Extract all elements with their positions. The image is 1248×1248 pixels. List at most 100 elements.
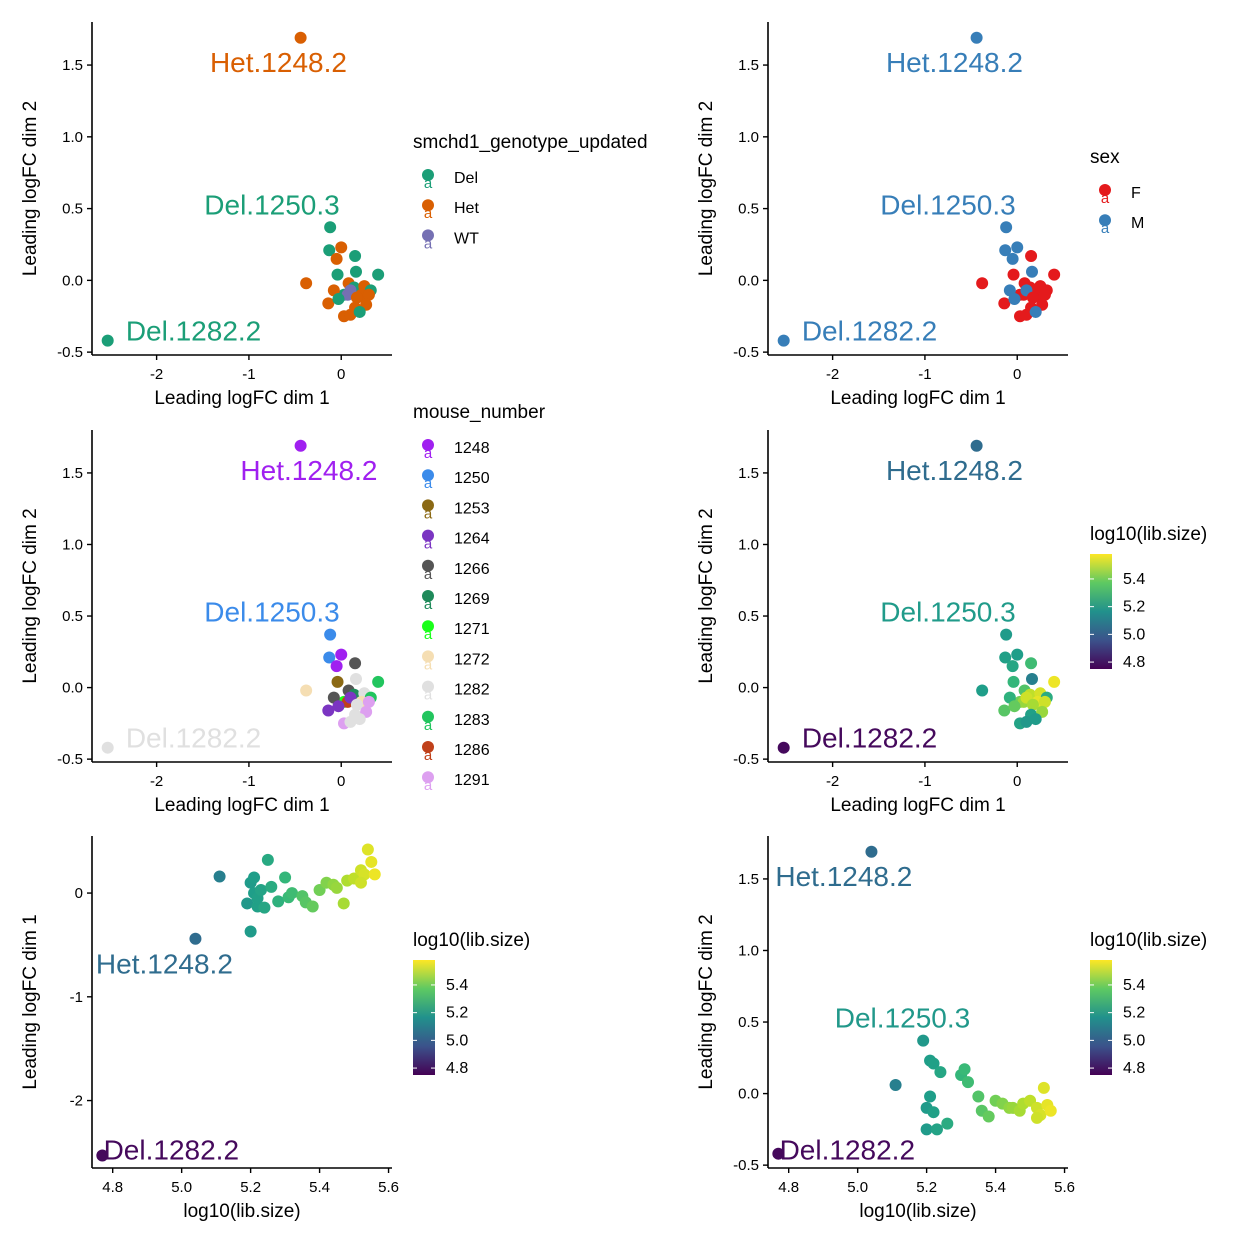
y-tick-label: -0.5	[57, 751, 83, 768]
legend-key-glyph: a	[424, 445, 433, 462]
data-point	[972, 1090, 985, 1103]
data-point	[349, 249, 362, 262]
legend-title: smchd1_genotype_updated	[413, 132, 648, 153]
data-point	[323, 651, 336, 664]
data-point	[1029, 713, 1042, 726]
data-point	[777, 334, 790, 347]
legend-key-glyph: a	[424, 475, 433, 492]
x-axis-label: log10(lib.size)	[859, 1201, 976, 1222]
data-point	[344, 308, 357, 321]
data-point	[1007, 268, 1020, 281]
legend-title: log10(lib.size)	[1090, 524, 1207, 545]
colorbar-tick-label: 4.8	[1123, 1060, 1145, 1077]
y-tick-label: 0.5	[738, 201, 759, 218]
data-point	[331, 268, 344, 281]
data-point	[306, 900, 319, 913]
data-point	[772, 1147, 785, 1160]
data-point	[330, 660, 343, 673]
legend-label: Het	[454, 200, 479, 217]
legend-key	[422, 169, 434, 181]
legend-label: 1291	[454, 772, 490, 789]
y-tick-label: 1.0	[738, 942, 759, 959]
legend-key-glyph: a	[424, 656, 433, 673]
point-label: Del.1282.2	[802, 316, 937, 347]
data-point	[927, 1057, 940, 1070]
y-tick-label: 0.0	[738, 680, 759, 697]
y-tick-label: -0.5	[733, 751, 759, 768]
data-point	[958, 1063, 971, 1076]
data-point	[248, 871, 261, 884]
data-point	[261, 853, 274, 866]
data-point	[976, 277, 989, 290]
data-point	[1006, 660, 1019, 673]
y-tick-label: 0.5	[738, 1014, 759, 1031]
data-point	[101, 334, 114, 347]
legend-key-glyph: a	[424, 566, 433, 583]
y-tick-label: 1.0	[738, 536, 759, 553]
data-point	[1000, 221, 1013, 234]
data-point	[1011, 241, 1024, 254]
data-point	[101, 741, 114, 754]
data-point	[96, 1149, 109, 1162]
data-point	[976, 684, 989, 697]
data-point	[254, 883, 267, 896]
data-point	[294, 31, 307, 44]
data-point	[962, 1076, 974, 1089]
y-tick-label: 0.0	[62, 272, 83, 289]
data-point	[322, 297, 335, 310]
x-tick-label: 0	[337, 366, 345, 383]
legend-label: 1250	[454, 470, 490, 487]
data-point	[1038, 695, 1051, 708]
data-point	[1030, 1111, 1043, 1124]
point-label: Del.1250.3	[204, 597, 339, 628]
legend-key-glyph: a	[424, 687, 433, 704]
legend-key	[422, 741, 434, 753]
colorbar	[1090, 960, 1112, 1075]
data-point	[332, 293, 345, 306]
data-point	[323, 244, 336, 257]
colorbar-tick-label: 5.2	[1123, 1005, 1145, 1022]
data-point	[1029, 305, 1042, 318]
y-axis-label: Leading logFC dim 2	[20, 101, 41, 276]
colorbar-tick-label: 5.0	[446, 1032, 468, 1049]
legend-title: sex	[1090, 147, 1120, 168]
legend-label: Del	[454, 170, 478, 187]
colorbar	[413, 960, 435, 1075]
data-point	[324, 628, 337, 641]
x-tick-label: 4.8	[778, 1179, 799, 1196]
legend-label: 1286	[454, 742, 490, 759]
data-point	[865, 845, 878, 858]
legend-key	[422, 620, 434, 633]
data-point	[930, 1123, 943, 1136]
x-tick-label: 0	[1013, 773, 1021, 790]
legend: sex a Fa M	[1090, 147, 1144, 237]
data-point	[362, 288, 375, 301]
data-point	[330, 252, 343, 265]
data-point	[1048, 675, 1061, 688]
data-point	[999, 651, 1012, 664]
legend-title: log10(lib.size)	[1090, 930, 1207, 951]
y-tick-label: -0.5	[733, 1157, 759, 1174]
y-tick-label: 0.5	[62, 201, 83, 218]
legend-key-glyph: a	[424, 717, 433, 734]
point-label: Del.1282.2	[126, 723, 261, 754]
data-point	[335, 648, 348, 661]
y-tick-label: 0.5	[738, 608, 759, 625]
legend-key-glyph: a	[424, 596, 433, 613]
legend-key	[422, 590, 434, 602]
legend-key-glyph: a	[424, 205, 433, 222]
data-point	[982, 1110, 995, 1123]
legend-key	[422, 771, 434, 784]
legend-key	[422, 650, 434, 663]
legend: log10(lib.size) 4.8 5.0 5.2 5.4	[1090, 524, 1207, 671]
x-axis-label: Leading logFC dim 1	[154, 795, 329, 816]
x-tick-label: 5.6	[1054, 1179, 1075, 1196]
x-tick-label: -2	[150, 773, 163, 790]
data-point	[368, 868, 381, 881]
data-point	[777, 741, 790, 754]
legend-key-glyph: a	[424, 235, 433, 252]
data-point	[272, 895, 285, 908]
y-tick-label: 1.5	[738, 465, 759, 482]
data-point	[331, 675, 344, 688]
